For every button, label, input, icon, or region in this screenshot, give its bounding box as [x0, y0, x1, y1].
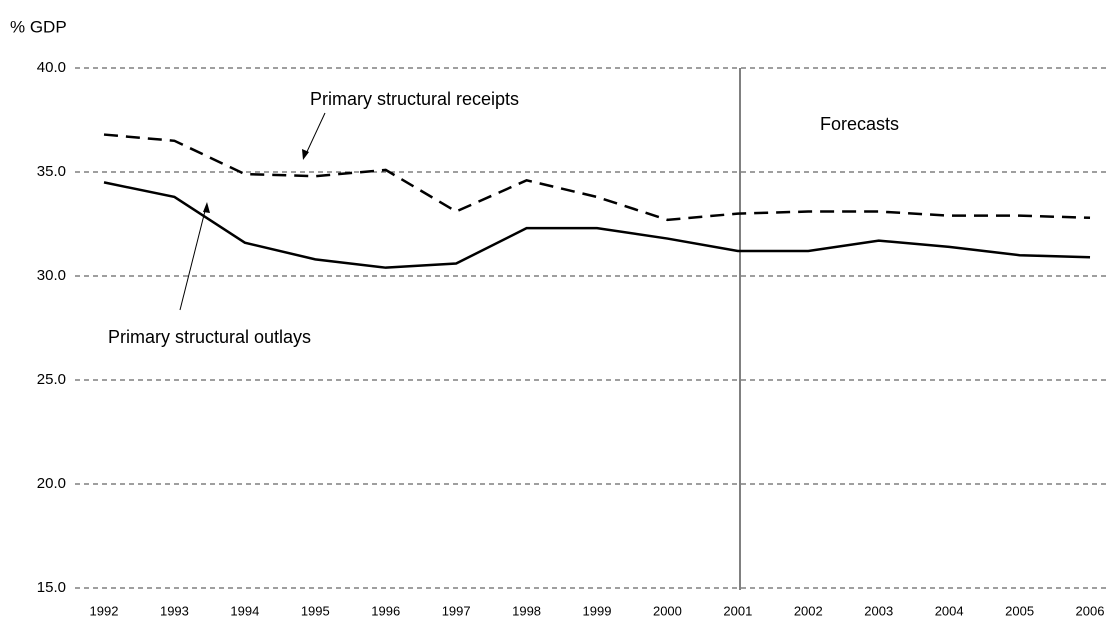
x-tick-label: 2005	[1005, 603, 1034, 618]
y-axis-label: % GDP	[10, 17, 67, 36]
arrow-head	[302, 149, 309, 160]
y-tick-label: 20.0	[37, 475, 66, 492]
series-label: Primary structural receipts	[310, 89, 519, 109]
annotation-arrow	[304, 112, 326, 157]
y-tick-label: 25.0	[37, 371, 66, 388]
x-tick-label: 2002	[794, 603, 823, 618]
x-tick-label: 2006	[1076, 603, 1105, 618]
x-tick-label: 1998	[512, 603, 541, 618]
annotation-arrow	[179, 206, 207, 311]
x-tick-label: 1993	[160, 603, 189, 618]
annotation: Forecasts	[820, 114, 899, 134]
x-tick-label: 2003	[864, 603, 893, 618]
x-tick-label: 2001	[723, 603, 752, 618]
x-tick-label: 2000	[653, 603, 682, 618]
y-tick-label: 15.0	[37, 579, 66, 596]
x-tick-label: 1995	[301, 603, 330, 618]
x-tick-label: 1996	[371, 603, 400, 618]
arrow-head	[203, 202, 210, 213]
y-tick-label: 30.0	[37, 267, 66, 284]
x-tick-label: 2004	[935, 603, 964, 618]
x-tick-label: 1997	[442, 603, 471, 618]
x-tick-label: 1999	[583, 603, 612, 618]
y-tick-label: 35.0	[37, 163, 66, 180]
series-line	[103, 181, 1091, 269]
y-tick-label: 40.0	[37, 59, 66, 76]
x-tick-label: 1992	[90, 603, 119, 618]
series-line	[103, 133, 1091, 222]
series-label: Primary structural outlays	[108, 327, 311, 347]
x-tick-label: 1994	[230, 603, 259, 618]
